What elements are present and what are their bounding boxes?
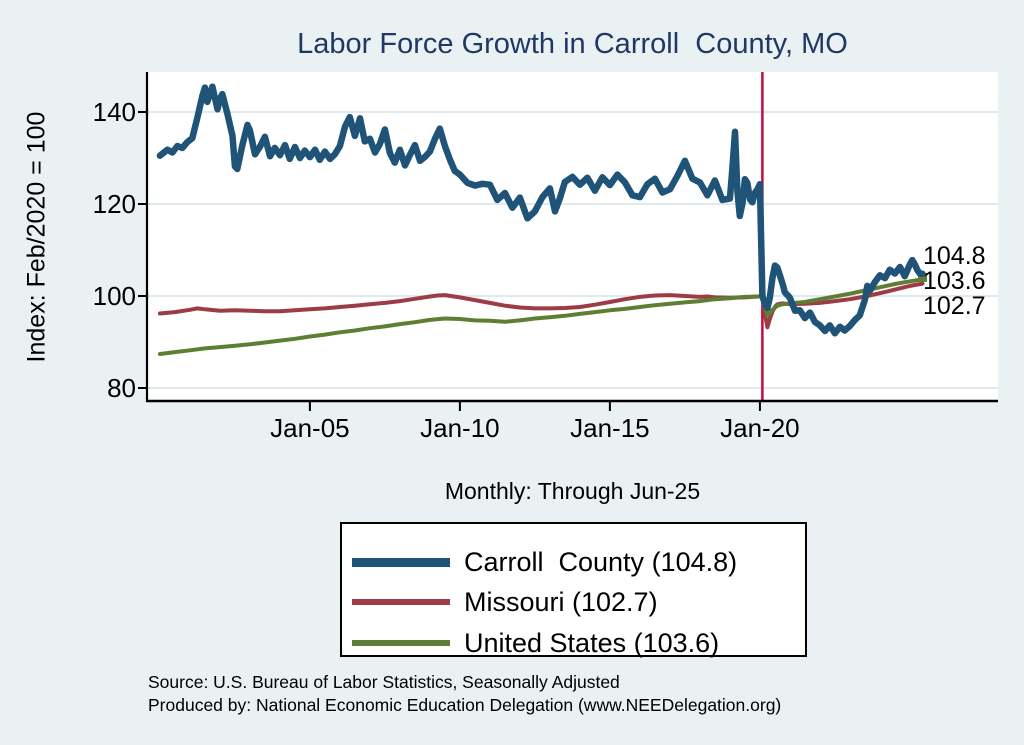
series-line-carroll-county: [156, 83, 926, 337]
y-tick-label: 100: [92, 281, 136, 311]
legend-item: United States (103.6): [342, 627, 805, 658]
legend-swatch: [352, 640, 450, 646]
y-tick-label: 120: [92, 189, 136, 219]
y-tick-label: 80: [107, 373, 136, 403]
legend-swatch: [352, 557, 450, 567]
x-tick-label: Jan-20: [720, 413, 800, 443]
series-end-label: 102.7: [923, 292, 986, 320]
legend-item: Carroll County (104.8): [342, 546, 805, 577]
x-tick-label: Jan-05: [270, 413, 350, 443]
series-end-marker: [918, 272, 927, 282]
series-end-label: 103.6: [923, 267, 986, 295]
legend-item: Missouri (102.7): [342, 586, 805, 617]
y-tick-label: 140: [92, 97, 136, 127]
series-end-label: 104.8: [923, 242, 986, 270]
x-tick-label: Jan-15: [570, 413, 650, 443]
legend-label: United States (103.6): [464, 627, 720, 658]
produced-by-note: Produced by: National Economic Education…: [148, 694, 782, 715]
chart-subtitle: Monthly: Through Jun-25: [444, 478, 701, 504]
source-note: Source: U.S. Bureau of Labor Statistics,…: [148, 672, 620, 692]
series-line-united-states: [157, 277, 925, 356]
plot-background: [147, 72, 998, 401]
legend-label: Missouri (102.7): [464, 586, 658, 617]
legend-label: Carroll County (104.8): [464, 546, 738, 577]
legend-box: Carroll County (104.8) Missouri (102.7) Un…: [340, 522, 807, 658]
x-tick-label: Jan-10: [420, 413, 500, 443]
source-notes: Source: U.S. Bureau of Labor Statistics,…: [148, 671, 781, 716]
legend-swatch: [352, 599, 450, 605]
chart-title: Labor Force Growth in Carroll County, MO: [297, 28, 848, 60]
